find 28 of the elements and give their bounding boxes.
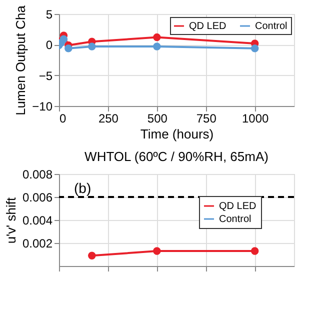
x-tick-label: 250 xyxy=(98,112,119,126)
annotation: (b) xyxy=(74,180,92,196)
point xyxy=(88,42,96,50)
point xyxy=(64,44,72,52)
x-tick-label: 750 xyxy=(196,112,217,126)
y-tick-label: 0.004 xyxy=(22,214,53,228)
x-tick-label: 0 xyxy=(60,112,66,126)
legend-label: QD LED xyxy=(219,201,256,212)
point xyxy=(153,42,161,50)
y-tick-label: 0.002 xyxy=(22,236,53,250)
y-tick-label: 0.008 xyxy=(22,168,53,182)
y-tick-label: −5 xyxy=(38,68,53,83)
point xyxy=(250,44,259,52)
point xyxy=(153,33,161,42)
x-axis-title: Time (hours) xyxy=(140,126,214,142)
y-tick-label: −10 xyxy=(32,100,53,114)
x-tick-label: 500 xyxy=(147,112,168,126)
y-tick-label: 5 xyxy=(46,8,53,22)
chart-title: WHTOL (60ºC / 90%RH, 65mA) xyxy=(84,149,268,164)
x-tick-label: 1000 xyxy=(242,112,270,126)
legend-label: Control xyxy=(255,21,288,32)
point xyxy=(60,35,68,44)
y-axis-title: u'v' shift xyxy=(3,197,18,244)
y-tick-label: 0.006 xyxy=(22,190,53,204)
y-tick-label: 0 xyxy=(46,38,53,52)
legend-label: QD LED xyxy=(189,21,226,32)
legend-label: Control xyxy=(219,214,252,225)
y-axis-title: Lumen Output Cha xyxy=(13,4,28,116)
